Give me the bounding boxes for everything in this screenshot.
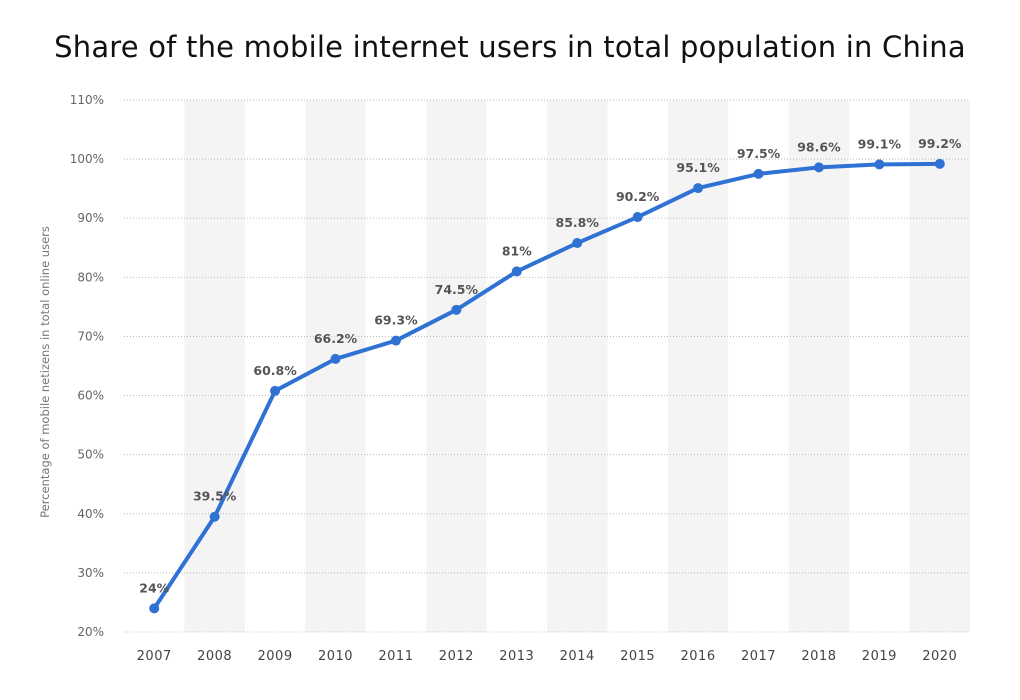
y-tick-label: 60% xyxy=(77,389,104,403)
column-band xyxy=(426,100,487,632)
x-tick-label: 2018 xyxy=(801,649,836,664)
y-tick-label: 100% xyxy=(70,152,104,166)
y-tick-label: 80% xyxy=(77,270,104,284)
data-point[interactable] xyxy=(632,212,643,223)
data-point[interactable] xyxy=(330,353,341,364)
x-tick-label: 2014 xyxy=(560,649,595,664)
y-tick-label: 20% xyxy=(77,625,104,639)
data-point[interactable] xyxy=(209,511,220,522)
x-tick-label: 2017 xyxy=(741,649,776,664)
data-point[interactable] xyxy=(451,304,462,315)
data-labels: 24% 39.5% 60.8% 66.2% 69.3% 74.5% 81% 85.8% 90.2… xyxy=(139,136,962,596)
x-tick-label: 2012 xyxy=(439,649,474,664)
data-point[interactable] xyxy=(511,266,522,277)
x-tick-label: 2019 xyxy=(862,649,897,664)
column-bands xyxy=(184,100,970,632)
y-tick-label: 30% xyxy=(77,566,104,580)
gridlines xyxy=(124,99,970,633)
data-label: 98.6% xyxy=(797,139,841,154)
x-tick-label: 2010 xyxy=(318,649,353,664)
data-point[interactable] xyxy=(390,335,401,346)
data-label: 85.8% xyxy=(556,215,600,230)
data-points xyxy=(149,158,945,614)
data-label: 69.3% xyxy=(374,313,418,328)
data-label: 66.2% xyxy=(314,331,358,346)
data-label: 74.5% xyxy=(435,282,479,297)
data-label: 95.1% xyxy=(676,160,720,175)
data-label: 81% xyxy=(502,243,532,258)
x-tick-label: 2008 xyxy=(197,649,232,664)
x-axis-ticks: 2007 2008 2009 2010 2011 2012 2013 2014 2015 2016… xyxy=(137,649,957,664)
data-label: 60.8% xyxy=(253,363,297,378)
y-axis-ticks: 20% 30% 40% 50% 60% 70% 80% 90% 100% 110% xyxy=(70,93,104,639)
data-label: 99.1% xyxy=(858,136,902,151)
data-point[interactable] xyxy=(813,162,824,173)
column-band xyxy=(547,100,608,632)
data-point[interactable] xyxy=(572,238,583,249)
data-point[interactable] xyxy=(693,183,704,194)
data-label: 90.2% xyxy=(616,189,660,204)
x-tick-label: 2007 xyxy=(137,649,172,664)
data-point[interactable] xyxy=(874,159,885,170)
y-tick-label: 110% xyxy=(70,93,104,107)
y-tick-label: 70% xyxy=(77,329,104,343)
column-band xyxy=(184,100,245,632)
data-label: 24% xyxy=(139,580,169,595)
x-tick-label: 2009 xyxy=(258,649,293,664)
data-label: 39.5% xyxy=(193,489,237,504)
y-tick-label: 90% xyxy=(77,211,104,225)
column-band xyxy=(788,100,850,632)
data-label: 99.2% xyxy=(918,136,962,151)
data-point[interactable] xyxy=(270,385,281,396)
data-label: 97.5% xyxy=(737,146,781,161)
y-axis-label: Percentage of mobile netizens in total o… xyxy=(38,226,52,518)
data-point[interactable] xyxy=(934,158,945,169)
column-band xyxy=(909,100,970,632)
x-tick-label: 2016 xyxy=(681,649,716,664)
x-tick-label: 2015 xyxy=(620,649,655,664)
chart-title: Share of the mobile internet users in to… xyxy=(54,30,966,64)
x-tick-label: 2013 xyxy=(499,649,534,664)
y-tick-label: 50% xyxy=(77,448,104,462)
data-point[interactable] xyxy=(753,168,764,179)
y-tick-label: 40% xyxy=(77,507,104,521)
series-line xyxy=(152,161,942,611)
x-tick-label: 2011 xyxy=(378,649,413,664)
series-line-group xyxy=(152,161,942,611)
data-point[interactable] xyxy=(149,603,160,614)
column-band xyxy=(305,100,366,632)
x-tick-label: 2020 xyxy=(922,649,957,664)
column-band xyxy=(667,100,729,632)
